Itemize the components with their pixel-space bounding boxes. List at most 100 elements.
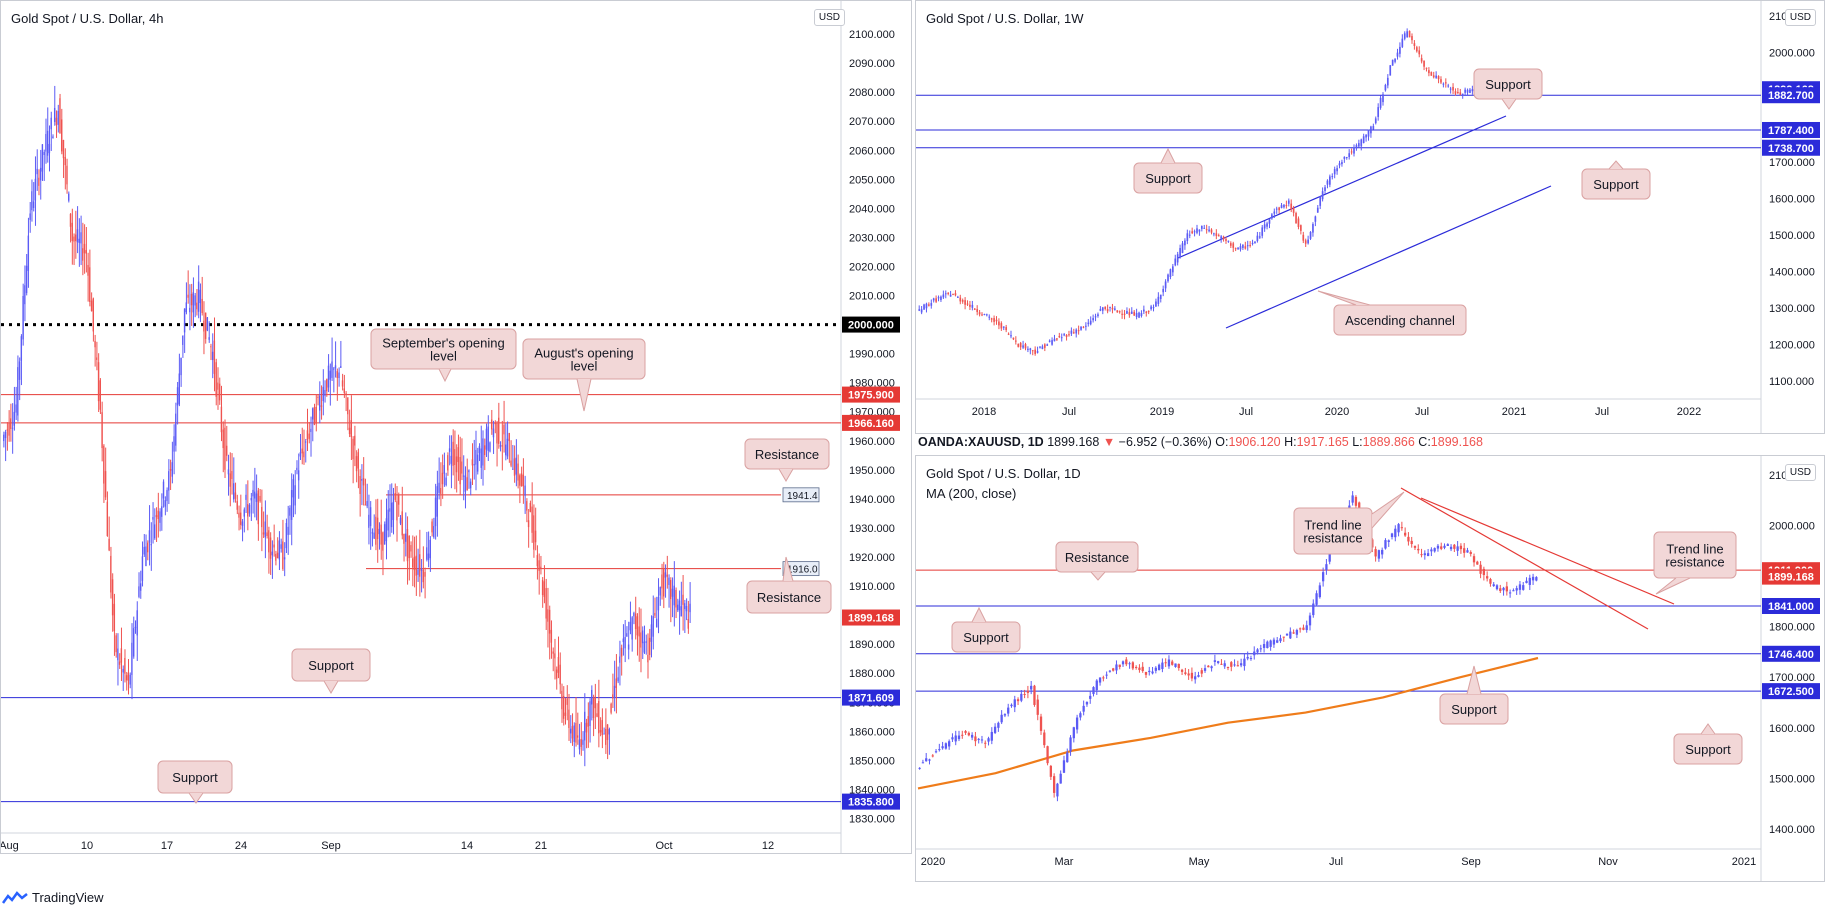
candle-body xyxy=(1318,585,1321,598)
callout-text: August's opening xyxy=(534,346,633,361)
candle-body xyxy=(1169,269,1172,277)
candle-body xyxy=(1287,200,1290,204)
callout-pointer xyxy=(323,680,339,694)
candle-body xyxy=(489,442,491,452)
candle-body xyxy=(1246,656,1249,659)
candle-body xyxy=(1059,773,1062,784)
candle-body xyxy=(1094,316,1097,318)
candle-body xyxy=(1413,545,1417,548)
candle-body xyxy=(406,529,409,562)
last-price: 1899.168 xyxy=(1047,435,1100,449)
candle-body xyxy=(304,441,307,443)
candle-body xyxy=(383,524,386,545)
daily-chart-svg[interactable]: 1400.000 1500.000 1600.000 1700.000 1800.000… xyxy=(916,456,1824,881)
four-hour-chart-svg[interactable]: 1830.0001840.0001850.0001860.0001870.000… xyxy=(1,1,911,853)
candle-body xyxy=(276,552,279,559)
candle-body xyxy=(478,446,481,454)
candle-body xyxy=(122,668,124,673)
tradingview-logo[interactable]: TradingView xyxy=(2,890,104,905)
candle-body xyxy=(185,302,188,313)
candle-body xyxy=(1115,664,1118,671)
candle-body xyxy=(254,491,256,499)
candle-body xyxy=(1256,649,1259,653)
currency-badge[interactable]: USD xyxy=(813,9,845,26)
candle-body xyxy=(1433,548,1436,552)
candle-body xyxy=(162,481,165,499)
high-label: H: xyxy=(1284,435,1297,449)
candle-body xyxy=(1446,544,1449,546)
candle-body xyxy=(152,517,154,520)
candle-body xyxy=(1297,218,1300,227)
candle-body xyxy=(1000,323,1003,329)
x-tick-label: Jul xyxy=(1595,406,1609,418)
candle-body xyxy=(222,429,224,449)
y-tick-label: 1100.000 xyxy=(1769,376,1814,388)
candle-body xyxy=(1151,671,1154,674)
candle-body xyxy=(522,474,524,487)
callout-text: Resistance xyxy=(1065,550,1129,565)
candle-body xyxy=(993,726,997,733)
candle-body xyxy=(1495,585,1499,590)
candle-body xyxy=(275,553,277,561)
candle-body xyxy=(320,405,323,407)
candle-body xyxy=(575,722,577,743)
candle-body xyxy=(245,494,247,500)
callout-resistance: Resistance xyxy=(1055,541,1139,581)
candle-body xyxy=(1328,552,1331,562)
candle-body xyxy=(993,318,995,322)
candle-body xyxy=(389,508,391,512)
candle-body xyxy=(1374,118,1377,124)
candle-body xyxy=(1343,156,1346,159)
candle-body xyxy=(315,406,317,424)
currency-badge[interactable]: USD xyxy=(1784,464,1816,481)
candle-body xyxy=(1072,727,1075,739)
candle-body xyxy=(117,648,119,661)
change-arrow: ▼ xyxy=(1102,435,1116,449)
candle-body xyxy=(928,759,931,761)
candle-body xyxy=(1312,603,1315,616)
trend-line-steep xyxy=(1400,487,1649,630)
candle-body xyxy=(46,130,49,156)
callout-text: Support xyxy=(1593,177,1639,192)
daily-chart-panel[interactable]: 1400.000 1500.000 1600.000 1700.000 1800.000… xyxy=(915,455,1825,882)
y-tick-label: 1890.000 xyxy=(849,639,895,651)
candle-body xyxy=(1285,205,1288,207)
candle-body xyxy=(1210,666,1213,669)
candle-body xyxy=(1053,338,1056,342)
low-label: L: xyxy=(1352,435,1363,449)
candle-body xyxy=(573,725,575,742)
last-price-tag-text: 1899.168 xyxy=(848,613,894,625)
four-hour-chart-panel[interactable]: 1830.0001840.0001850.0001860.0001870.000… xyxy=(0,0,912,854)
candle-body xyxy=(1126,311,1128,314)
candle-body xyxy=(1423,553,1426,556)
candle-body xyxy=(232,483,235,500)
candle-body xyxy=(524,485,526,496)
candle-body xyxy=(459,456,461,485)
candle-body xyxy=(1406,31,1409,38)
candle-body xyxy=(499,445,502,447)
candle-body xyxy=(343,388,345,394)
candle-body xyxy=(1394,58,1396,62)
candle-body xyxy=(569,728,572,734)
candle-body xyxy=(168,471,170,491)
candle-body xyxy=(1384,540,1387,549)
candle-body xyxy=(362,478,365,486)
price-level-tag-text: 1746.400 xyxy=(1768,649,1814,661)
y-tick-label: 1840.000 xyxy=(849,784,895,796)
candle-body xyxy=(925,758,928,762)
candle-body xyxy=(1256,235,1259,242)
candle-body xyxy=(585,722,588,733)
candle-body xyxy=(1079,713,1082,718)
symbol-info-bar: OANDA:XAUUSD, 1D 1899.168 ▼ −6.952 (−0.3… xyxy=(918,435,1483,449)
candle-body xyxy=(1266,641,1269,649)
candle-body xyxy=(1440,79,1442,83)
candle-body xyxy=(443,465,446,474)
candle-body xyxy=(1253,651,1256,656)
candle-body xyxy=(1148,670,1151,673)
candle-body xyxy=(938,749,941,751)
weekly-chart-panel[interactable]: 1100.000 1200.000 1300.000 1400.000 1500.000… xyxy=(915,0,1825,434)
weekly-chart-svg[interactable]: 1100.000 1200.000 1300.000 1400.000 1500.000… xyxy=(916,1,1824,433)
candle-body xyxy=(1109,306,1111,308)
candle-body xyxy=(89,267,91,302)
currency-badge[interactable]: USD xyxy=(1784,9,1816,26)
